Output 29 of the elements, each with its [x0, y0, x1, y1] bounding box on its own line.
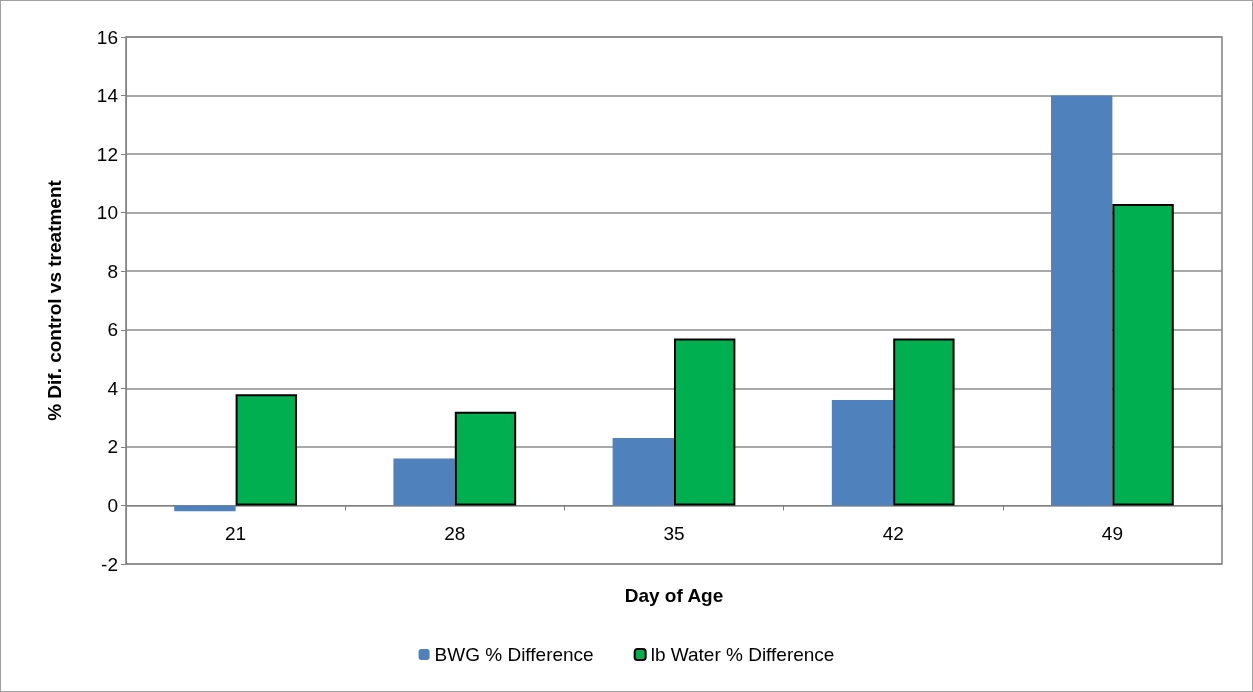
- bar: [1051, 95, 1113, 506]
- legend-label: BWG % Difference: [434, 644, 594, 665]
- y-tick-label: 4: [107, 377, 119, 399]
- bar: [612, 438, 674, 506]
- y-tick-label: 0: [107, 494, 118, 516]
- y-tick-label: -2: [101, 553, 118, 575]
- bar: [235, 394, 297, 506]
- y-tick-label: 6: [107, 319, 118, 341]
- bar: [674, 338, 736, 506]
- x-axis-title: Day of Age: [624, 585, 724, 606]
- bar: [454, 411, 517, 506]
- x-tick-label: 28: [444, 523, 466, 544]
- y-tick-label: 12: [96, 143, 118, 165]
- bar: [1112, 203, 1174, 506]
- y-tick-label: 2: [107, 436, 118, 458]
- y-tick-label: 16: [96, 26, 118, 48]
- bar: [393, 458, 455, 506]
- y-axis-title: % Dif. control vs treatment: [44, 179, 65, 421]
- x-tick-label: 49: [1101, 523, 1123, 544]
- bar: [893, 338, 955, 506]
- x-tick-label: 42: [882, 523, 904, 544]
- y-tick-label: 14: [96, 85, 119, 107]
- bar: [174, 505, 236, 512]
- y-tick-label: 8: [107, 260, 118, 282]
- x-tick-label: 35: [663, 523, 685, 544]
- y-tick-label: 10: [96, 202, 118, 224]
- x-tick-label: 21: [225, 523, 247, 544]
- bar: [831, 400, 894, 506]
- legend-label: lb Water % Difference: [650, 644, 835, 665]
